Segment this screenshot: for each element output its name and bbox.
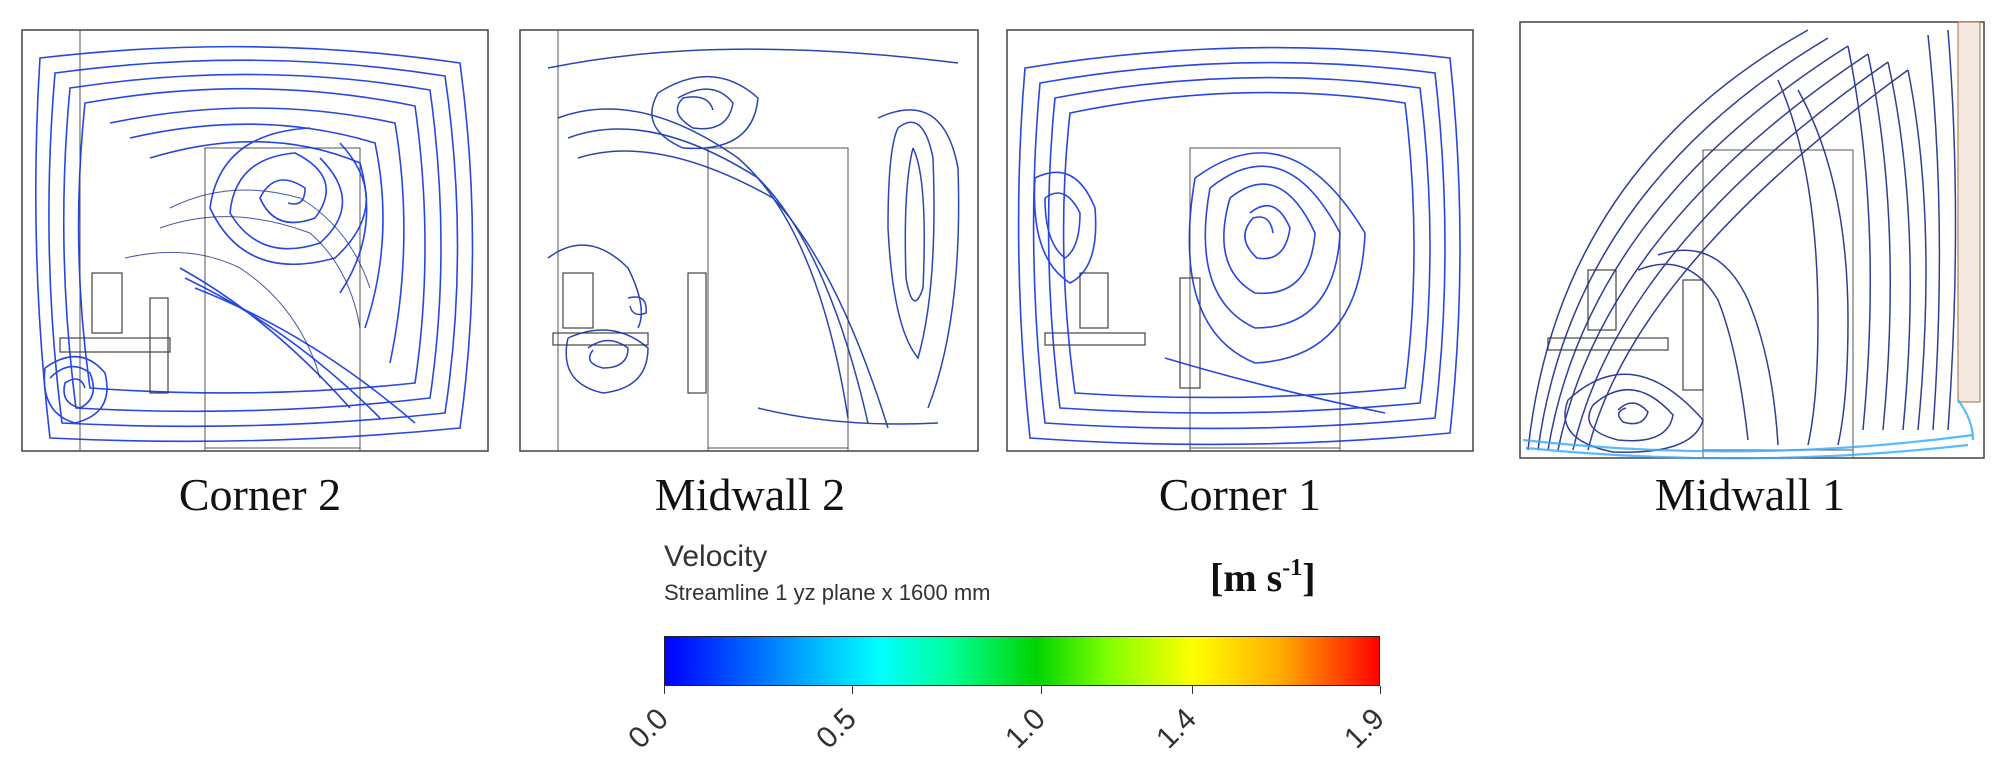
streamline-plot-corner-2 xyxy=(21,29,489,452)
colorbar-tick-mark xyxy=(1380,686,1381,694)
colorbar-tick-mark xyxy=(664,686,665,694)
streamline-plot-midwall-1 xyxy=(1519,21,1985,460)
legend-unit-main: [m s xyxy=(1210,555,1283,600)
streamline-plot-corner-1 xyxy=(1006,29,1474,452)
legend-unit-close: ] xyxy=(1302,555,1316,600)
colorbar-tick-mark xyxy=(852,686,854,694)
colorbar-tick-label: 0.5 xyxy=(810,702,864,756)
colorbar-tick-label: 0.0 xyxy=(622,702,675,756)
colorbar-tick-label: 1.0 xyxy=(998,702,1052,756)
velocity-colorbar xyxy=(664,636,1380,686)
legend-unit: [m s-1] xyxy=(1210,554,1316,601)
panel-midwall-2 xyxy=(518,28,980,453)
caption-corner-1: Corner 1 xyxy=(1158,469,1322,520)
caption-corner-2: Corner 2 xyxy=(178,469,342,520)
streamline-plot-midwall-2 xyxy=(519,29,979,452)
panel-corner-1 xyxy=(1005,28,1475,453)
colorbar-tick-label: 1.9 xyxy=(1338,702,1391,756)
colorbar-tick-mark xyxy=(1191,686,1193,694)
colorbar-tick-label: 1.4 xyxy=(1149,702,1203,756)
colorbar-tick-mark xyxy=(1040,686,1042,694)
panel-corner-2 xyxy=(20,28,490,453)
legend-title: Velocity xyxy=(664,540,768,573)
caption-midwall-2: Midwall 2 xyxy=(654,469,846,520)
panel-midwall-1 xyxy=(1518,20,1986,460)
legend-subtitle: Streamline 1 yz plane x 1600 mm xyxy=(664,580,991,605)
caption-midwall-1: Midwall 1 xyxy=(1654,469,1846,520)
legend-unit-sup: -1 xyxy=(1282,555,1303,581)
